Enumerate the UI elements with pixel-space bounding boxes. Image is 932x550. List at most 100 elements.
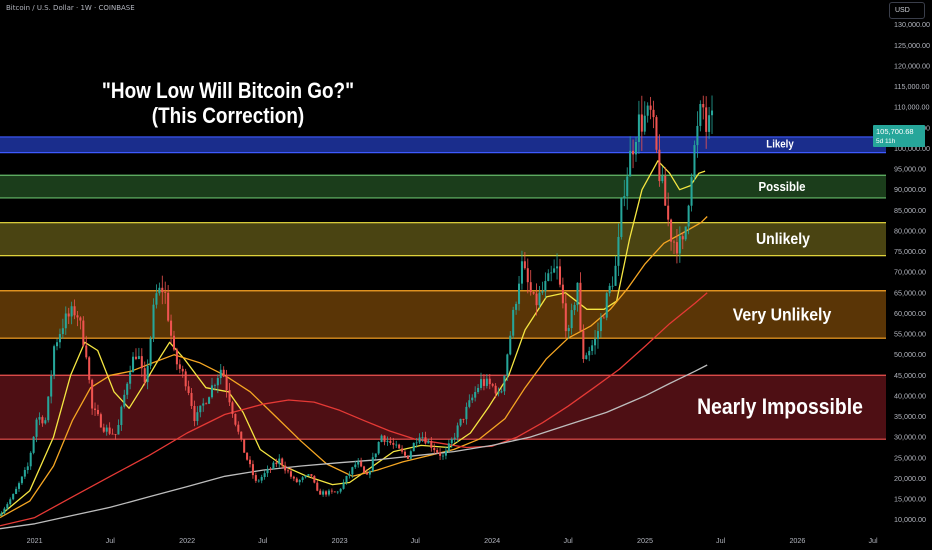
candle-body [430,441,433,448]
candle-body [401,448,404,452]
candle-body [547,273,550,281]
candle-body [210,385,214,398]
candle-body [254,475,257,481]
candle-body [541,291,544,293]
candle-body [617,236,620,266]
y-tick-label: 60,000.00 [894,309,926,318]
candle-body [599,317,602,332]
candle-body [76,315,79,318]
candle-body [538,292,541,306]
candle-body [164,292,167,293]
candle-body [690,177,693,206]
candle-body [468,400,471,407]
candle-body [515,303,518,310]
x-tick-label: Jul [258,536,268,545]
candle-body [108,427,111,434]
candle-body [234,413,237,425]
candle-body [365,472,368,475]
candle-body [462,418,465,420]
candle-body [558,266,561,285]
zone-label-very-unlikely: Very Unlikely [733,304,832,324]
candle-body [178,364,181,369]
candle-body [696,125,699,146]
y-tick-label: 55,000.00 [894,330,926,339]
candle-body [96,409,99,415]
candle-body [263,473,266,477]
candle-body [152,304,155,339]
candle-body [406,455,409,459]
y-tick-label: 15,000.00 [894,495,926,504]
candle-body [418,437,421,443]
x-tick-label: 2021 [27,536,43,545]
candle-body [494,385,497,394]
candle-body [664,175,667,206]
candle-body [284,465,287,471]
candle-body [281,458,284,466]
y-tick-label: 95,000.00 [894,165,926,174]
candle-body [149,338,152,366]
y-tick-label: 30,000.00 [894,433,926,442]
candle-body [684,226,687,240]
candle-body [202,403,205,406]
y-tick-label: 100,000.00 [894,144,930,153]
candle-body [272,462,275,469]
candle-body [123,394,126,407]
candle-body [553,268,556,273]
candle-body [579,282,582,331]
candle-body [231,402,234,414]
candle-body [702,104,705,108]
candle-body [670,219,673,242]
candle-body [307,474,310,476]
candle-body [488,378,491,385]
candle-body [491,384,494,386]
zone-label-likely: Likely [766,139,794,151]
candle-body [333,491,336,493]
y-tick-label: 85,000.00 [894,206,926,215]
candle-body [15,488,18,495]
candle-body [503,375,506,392]
candle-body [520,261,523,284]
y-tick-label: 115,000.00 [894,82,929,91]
candle-body [205,403,208,405]
candle-body [23,469,26,477]
last-price-tag: 105,700.68 5d 11h [873,125,925,147]
symbol-title[interactable]: Bitcoin / U.S. Dollar · 1W · COINBASE [6,4,135,12]
candle-body [35,419,38,437]
candle-body [637,114,640,142]
candle-body [292,476,295,479]
candle-body [53,346,56,376]
candle-body [652,109,655,118]
candle-body [386,440,389,442]
time-axis[interactable]: 2021 Jul 2022 Jul 2023 Jul 2024 Jul 2025 Jul 2026 J… [27,536,878,545]
candle-body [710,110,714,116]
candle-body [509,335,512,355]
candle-body [518,283,521,304]
candle-body [41,417,44,424]
candle-body [298,479,301,483]
candle-body [243,439,246,453]
currency-selector[interactable]: USD [889,2,925,19]
candle-body [678,236,681,254]
candle-body [55,342,59,347]
x-tick-label: Jul [868,536,878,545]
candle-body [12,494,15,500]
candle-body [61,328,64,335]
candle-body [421,437,424,439]
y-tick-label: 130,000.00 [894,20,930,29]
candle-body [351,467,354,475]
candle-body [658,149,661,182]
candle-body [444,450,447,456]
candle-body [286,470,290,472]
candle-body [582,330,585,359]
candle-body [602,317,605,319]
candle-body [9,499,12,505]
candle-body [427,441,430,444]
candle-body [58,334,61,343]
candle-body [6,504,9,509]
candle-body [398,444,401,449]
support-zones [0,136,886,440]
candle-body [626,176,629,197]
zone-possible [0,175,886,198]
candle-body [447,443,450,451]
